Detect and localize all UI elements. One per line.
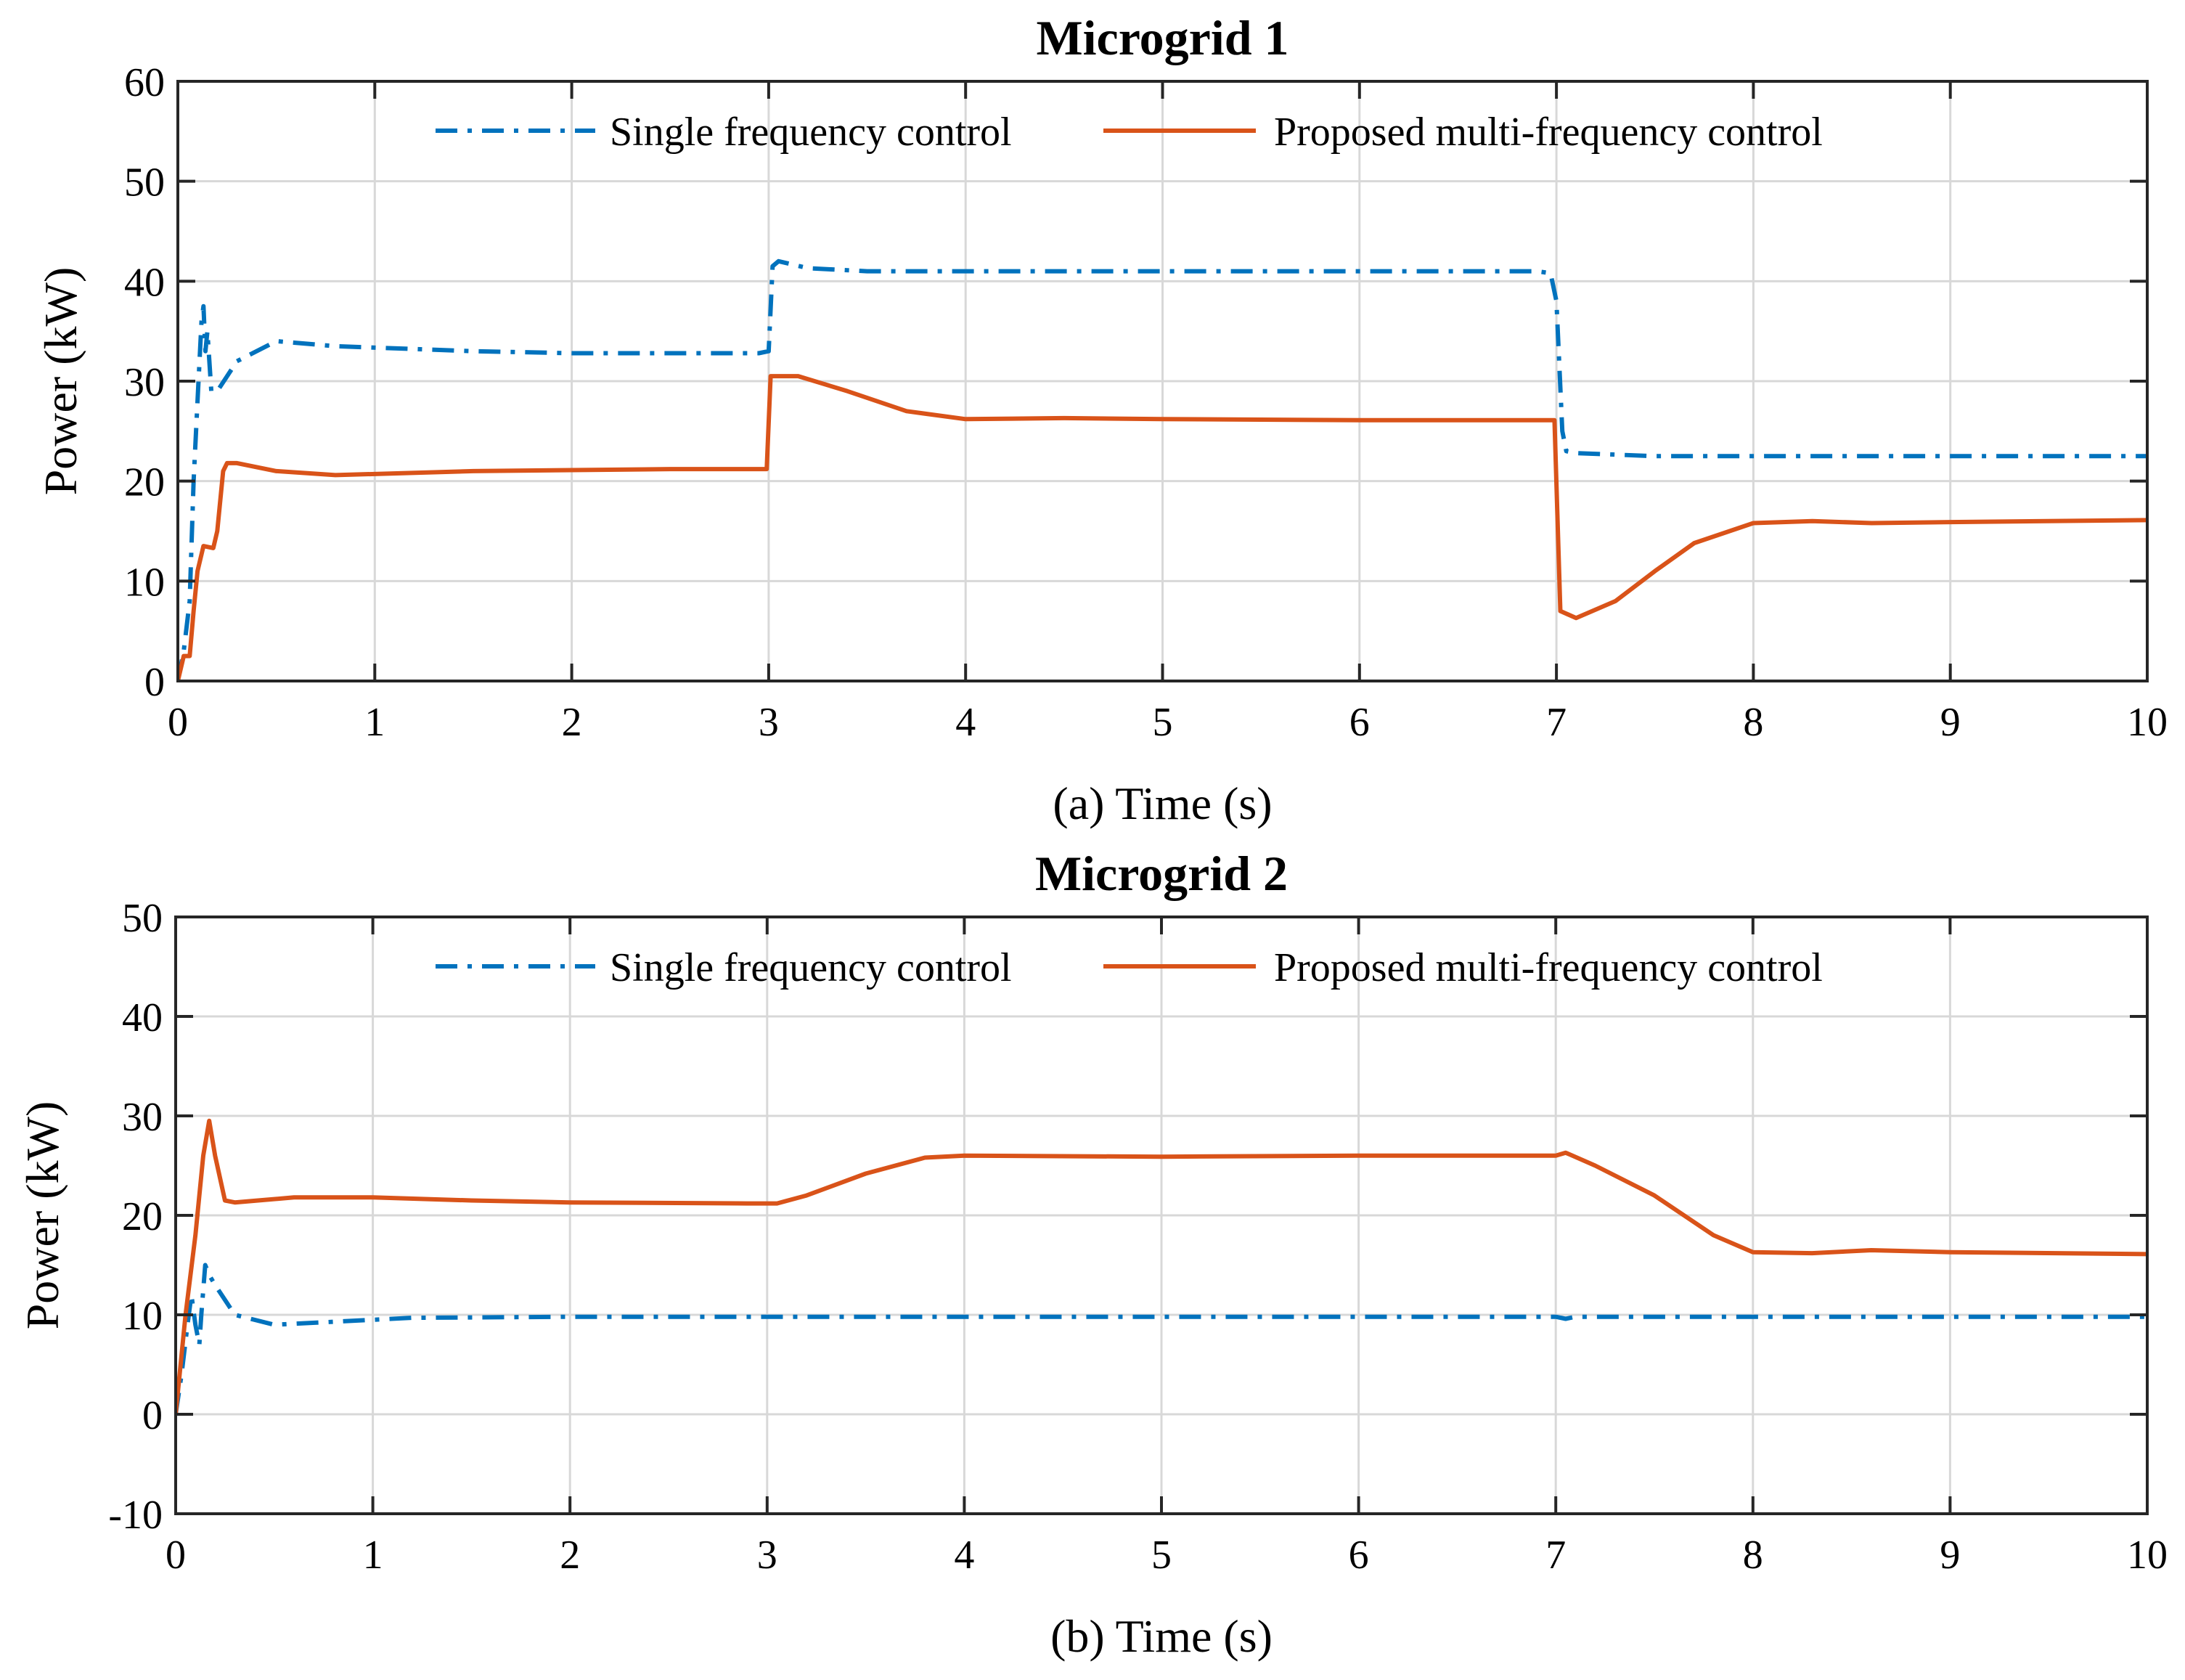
y-tick-label: 30 [124, 360, 165, 405]
legend-label-single: Single frequency control [610, 110, 1012, 155]
y-tick-label: 10 [122, 1294, 163, 1339]
series-line-proposed-multi-frequency [178, 374, 2147, 681]
y-tick-label: 10 [124, 560, 165, 605]
legend-label-proposed: Proposed multi-frequency control [1274, 945, 1823, 990]
chart-title: Microgrid 2 [1035, 846, 1288, 901]
x-tick-label: 8 [1743, 1533, 1763, 1578]
x-tick-label: 0 [168, 700, 188, 745]
x-axis-label: (b) Time (s) [1050, 1610, 1273, 1662]
y-tick-label: -10 [108, 1493, 163, 1538]
y-tick-label: 50 [122, 896, 163, 941]
x-tick-label: 6 [1349, 700, 1370, 745]
y-axis-label: Power (kW) [35, 267, 86, 496]
x-axis-label: (a) Time (s) [1053, 778, 1272, 829]
x-tick-label: 6 [1349, 1533, 1369, 1578]
x-tick-label: 3 [757, 1533, 777, 1578]
series-line-proposed-multi-frequency [176, 1118, 2147, 1415]
x-tick-label: 4 [954, 1533, 974, 1578]
y-axis-label: Power (kW) [17, 1101, 68, 1330]
x-tick-label: 9 [1940, 700, 1961, 745]
y-tick-label: 0 [142, 1393, 163, 1438]
x-tick-label: 7 [1545, 1533, 1566, 1578]
chart-microgrid-1: Microgrid 1 (a) Time (s) Power (kW) Sing… [35, 10, 2168, 829]
y-tick-label: 20 [124, 460, 165, 505]
x-tick-label: 1 [364, 700, 385, 745]
x-tick-label: 5 [1153, 700, 1173, 745]
x-tick-label: 2 [560, 1533, 580, 1578]
legend-label-proposed: Proposed multi-frequency control [1274, 110, 1823, 155]
series-line-single-frequency [178, 258, 2147, 681]
x-tick-label: 10 [2127, 700, 2168, 745]
y-tick-label: 20 [122, 1194, 163, 1239]
y-tick-label: 30 [122, 1095, 163, 1140]
chart-title: Microgrid 1 [1036, 10, 1288, 65]
y-tick-label: 50 [124, 160, 165, 205]
y-tick-label: 40 [122, 995, 163, 1040]
legend-label-single: Single frequency control [610, 945, 1012, 990]
y-tick-label: 40 [124, 260, 165, 305]
chart-microgrid-2: Microgrid 2 (b) Time (s) Power (kW) Sing… [17, 846, 2168, 1662]
x-tick-label: 4 [955, 700, 976, 745]
x-tick-label: 0 [166, 1533, 186, 1578]
x-tick-label: 2 [562, 700, 582, 745]
x-tick-label: 7 [1546, 700, 1567, 745]
series-line-single-frequency [176, 1263, 2147, 1415]
x-tick-label: 10 [2127, 1533, 2168, 1578]
x-tick-label: 9 [1940, 1533, 1960, 1578]
y-tick-label: 0 [144, 660, 165, 705]
x-tick-label: 8 [1743, 700, 1763, 745]
x-tick-label: 5 [1151, 1533, 1172, 1578]
y-tick-label: 60 [124, 60, 165, 105]
x-tick-label: 3 [759, 700, 779, 745]
x-tick-label: 1 [363, 1533, 383, 1578]
